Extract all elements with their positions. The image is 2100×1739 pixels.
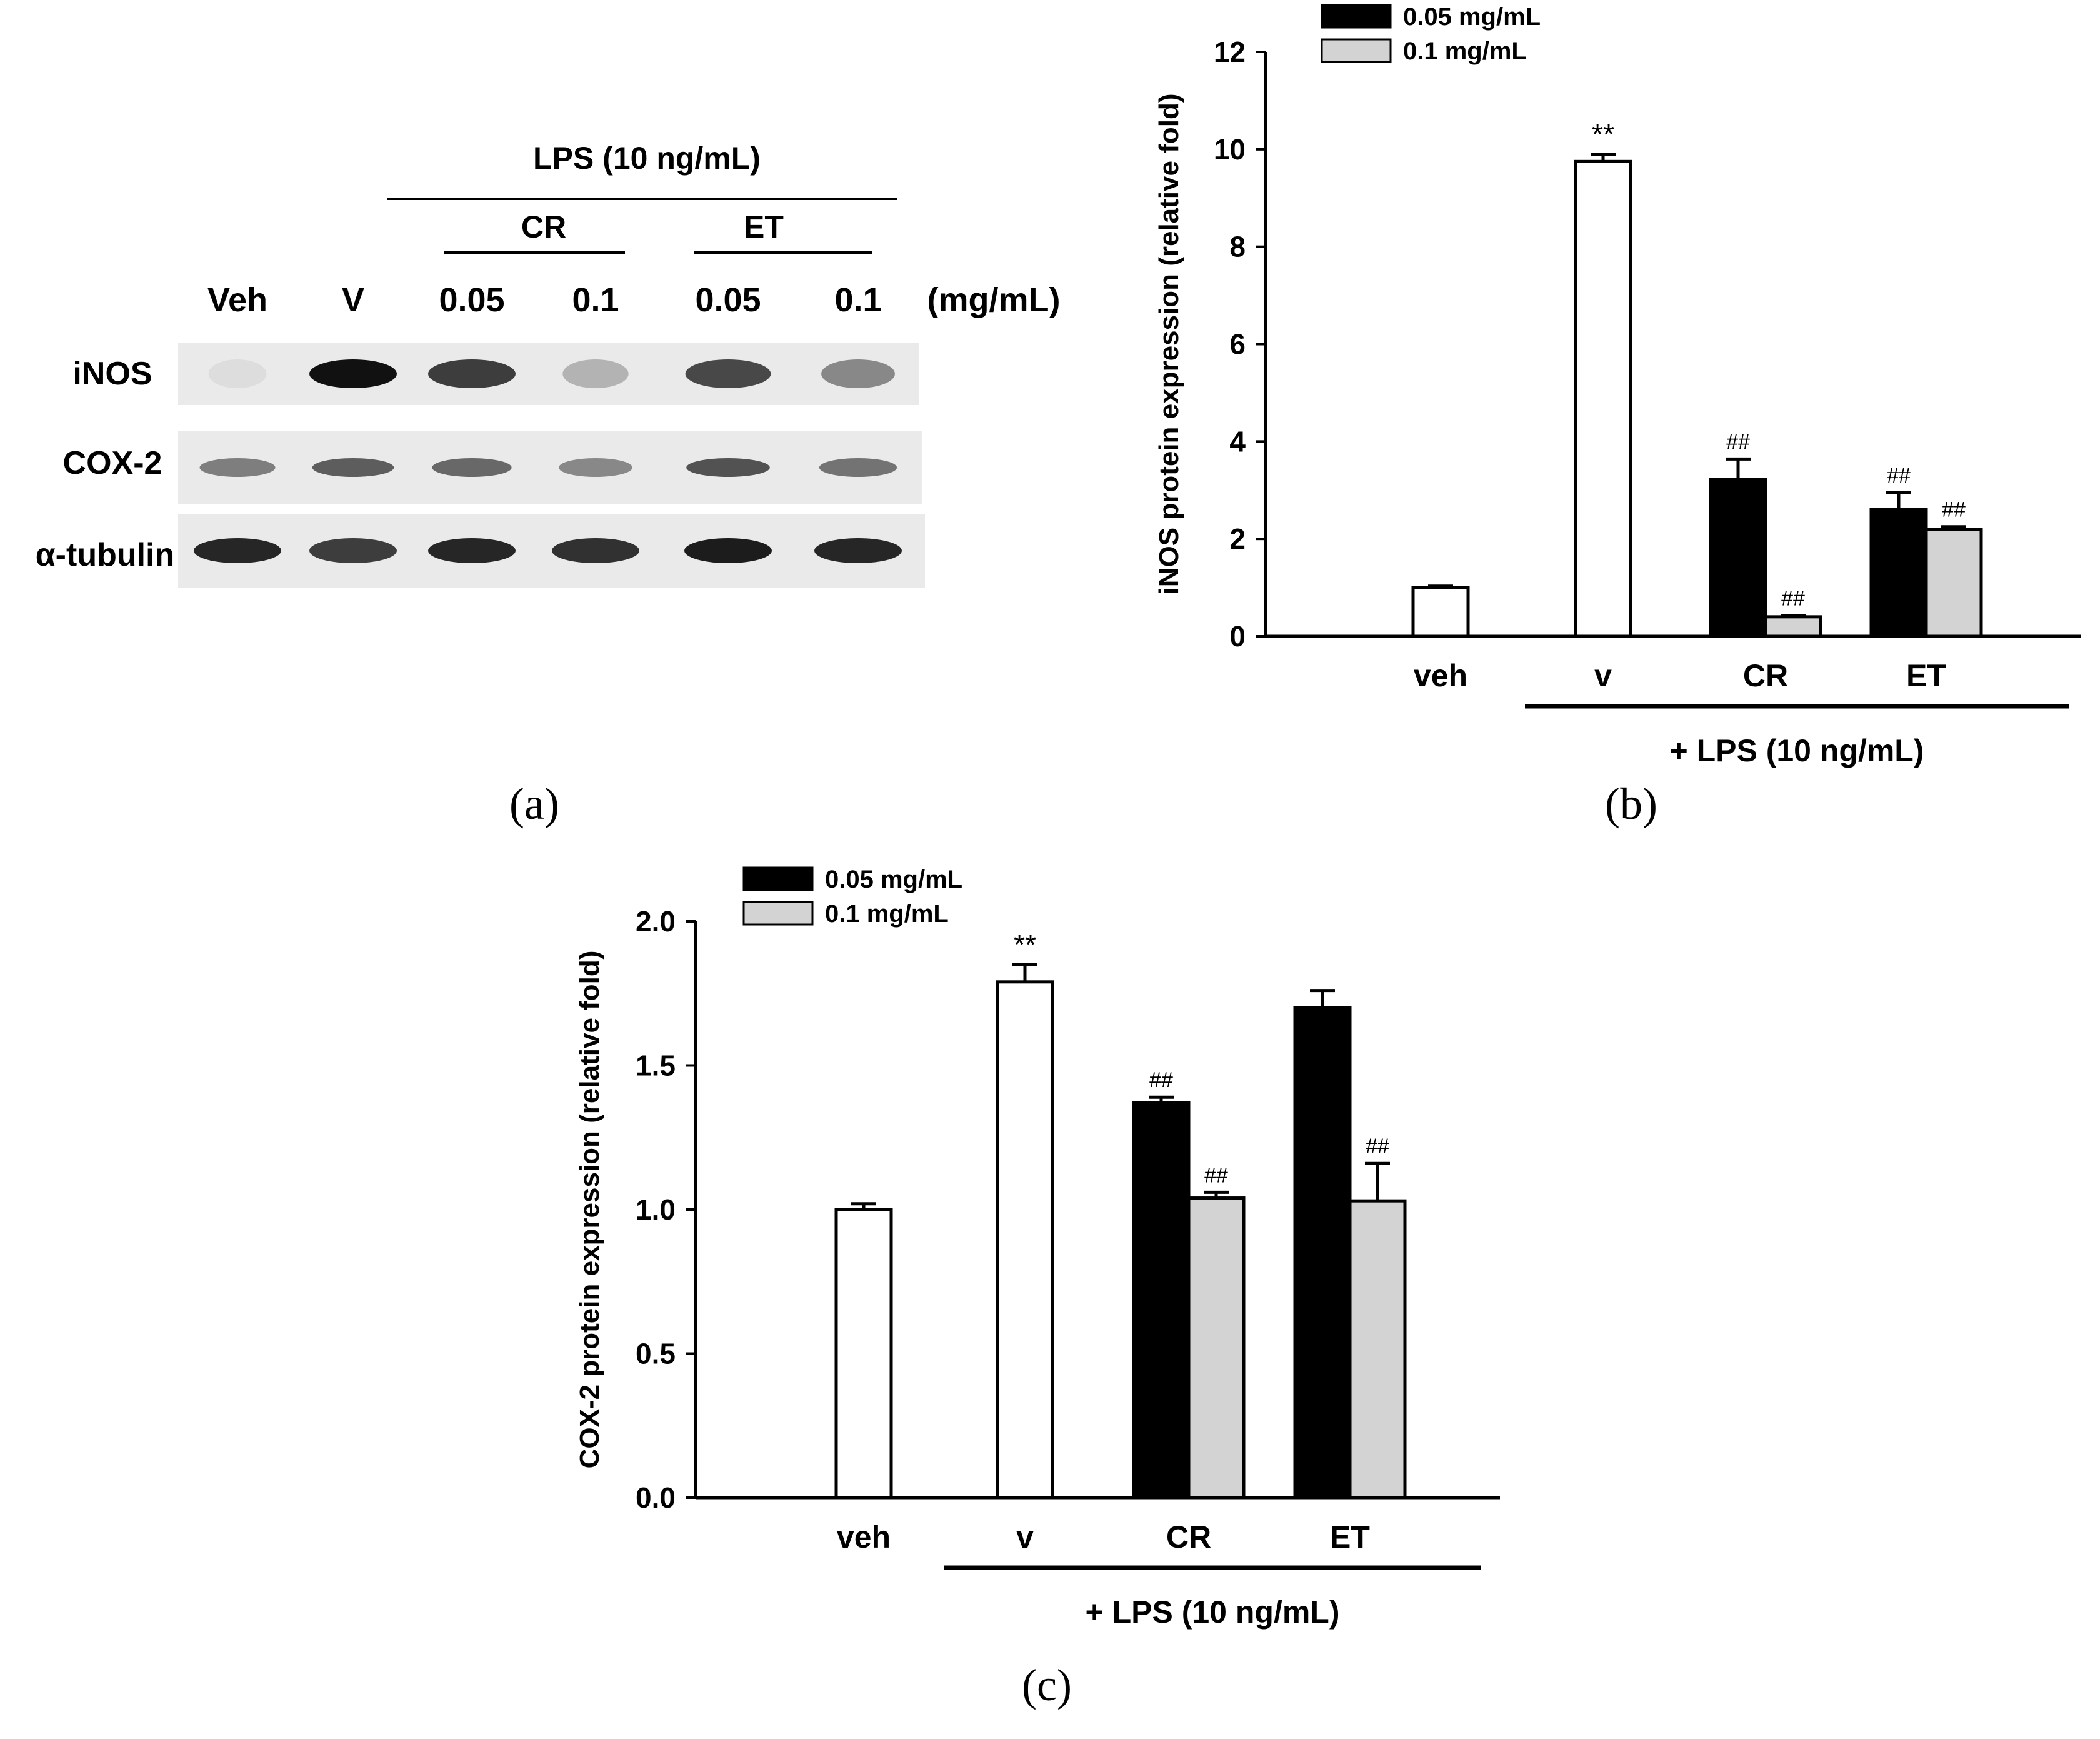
- blot-band: [199, 458, 276, 477]
- y-tick-label: 0.0: [636, 1481, 676, 1514]
- legend-label: 0.05 mg/mL: [825, 866, 962, 893]
- blot-strip: [178, 343, 919, 405]
- blot-band: [814, 538, 902, 563]
- blot-strip: [178, 514, 925, 588]
- blot-group-et-label: ET: [744, 209, 784, 244]
- blot-band: [559, 458, 632, 477]
- significance-marker: ##: [1204, 1163, 1228, 1187]
- y-tick-label: 1.0: [636, 1193, 676, 1226]
- significance-marker: ##: [1942, 498, 1966, 522]
- significance-marker: **: [1014, 928, 1036, 961]
- legend-swatch: [742, 901, 814, 926]
- panel-label-b: (b): [1605, 779, 1658, 829]
- blot-band: [821, 359, 895, 388]
- y-tick-label: 0: [1229, 620, 1246, 653]
- legend-swatch: [1321, 4, 1392, 29]
- legend-label: 0.1 mg/mL: [825, 900, 949, 928]
- bar: [1187, 1196, 1246, 1500]
- y-tick-label: 2: [1229, 523, 1246, 555]
- bar: [1293, 1006, 1352, 1500]
- y-tick-label: 12: [1214, 36, 1246, 68]
- significance-marker: **: [1592, 118, 1614, 151]
- significance-marker: ##: [1887, 464, 1911, 488]
- y-tick-label: 1.5: [636, 1050, 676, 1082]
- blot-row-label-cox2: COX-2: [63, 445, 162, 481]
- blot-group-cr-label: CR: [521, 209, 566, 244]
- panel-label-a: (a): [509, 779, 559, 829]
- x-tick-label: CR: [1166, 1520, 1211, 1555]
- bar: [1764, 615, 1822, 638]
- blot-band: [552, 538, 639, 563]
- bar: [1411, 586, 1470, 638]
- group-label: + LPS (10 ng/mL): [1669, 733, 1924, 768]
- legend-label: 0.05 mg/mL: [1403, 3, 1541, 31]
- significance-marker: ##: [1726, 430, 1750, 454]
- legend-label: 0.1 mg/mL: [1403, 38, 1527, 65]
- bar: [834, 1208, 893, 1500]
- x-tick-label: ET: [1330, 1520, 1370, 1555]
- y-tick-label: 8: [1229, 231, 1246, 263]
- blot-band: [819, 458, 898, 477]
- blot-lane-label: V: [342, 281, 364, 319]
- x-tick-label: veh: [837, 1520, 891, 1555]
- legend-swatch: [742, 866, 814, 891]
- blot-band: [309, 359, 397, 388]
- significance-marker: ##: [1781, 586, 1805, 610]
- blot-lane-label: 0.1: [834, 281, 881, 319]
- blot-strips: [178, 343, 925, 588]
- cox2-bar-chart: 0.0 0.5 1.0 1.5 2.0 COX-2 protein expression …: [574, 866, 1500, 1710]
- y-tick-label: 0.5: [636, 1338, 676, 1370]
- y-tick-label: 10: [1214, 133, 1246, 166]
- bar: [996, 980, 1054, 1500]
- blot-band: [685, 359, 771, 388]
- blot-lane-label: 0.05: [439, 281, 504, 319]
- y-axis-label: iNOS protein expression (relative fold): [1154, 94, 1184, 595]
- blot-band: [194, 538, 281, 563]
- blot-band: [428, 359, 516, 388]
- y-axis-label: COX-2 protein expression (relative fold): [574, 951, 605, 1469]
- x-tick-label: v: [1016, 1520, 1034, 1555]
- y-tick-label: 6: [1229, 328, 1246, 361]
- blot-row-label-inos: iNOS: [72, 356, 152, 392]
- blot-band: [428, 538, 516, 563]
- blot-band: [562, 359, 629, 388]
- blot-band: [686, 458, 770, 477]
- blot-lps-label: LPS (10 ng/mL): [533, 141, 761, 176]
- blot-row-label-tubulin: α-tubulin: [36, 537, 175, 573]
- blot-lane-label: 0.05: [695, 281, 761, 319]
- blot-band: [684, 538, 772, 563]
- panel-label-c: (c): [1022, 1660, 1072, 1710]
- bar: [1574, 159, 1632, 638]
- blot-band: [309, 538, 397, 563]
- significance-marker: ##: [1366, 1135, 1389, 1158]
- blot-lane-label: Veh: [208, 281, 268, 319]
- x-tick-label: ET: [1906, 658, 1946, 693]
- x-tick-label: veh: [1414, 658, 1468, 693]
- significance-marker: ##: [1149, 1068, 1173, 1092]
- bar: [1348, 1199, 1407, 1500]
- bar: [1924, 528, 1983, 638]
- y-tick-label: 4: [1229, 425, 1246, 458]
- blot-band: [432, 458, 512, 477]
- western-blot-panel: LPS (10 ng/mL) CR ET Veh V 0.05 0.1 0.05…: [36, 141, 1061, 829]
- group-label: + LPS (10 ng/mL): [1085, 1595, 1339, 1630]
- bar: [1869, 508, 1928, 638]
- blot-band: [208, 359, 267, 388]
- x-tick-label: CR: [1743, 658, 1788, 693]
- legend-swatch: [1321, 38, 1392, 63]
- x-tick-label: v: [1594, 658, 1612, 693]
- blot-lane-label: 0.1: [572, 281, 619, 319]
- bar: [1709, 478, 1768, 638]
- bar: [1132, 1101, 1191, 1500]
- y-tick-label: 2.0: [636, 905, 676, 938]
- blot-unit-label: (mg/mL): [928, 281, 1061, 319]
- inos-bar-chart: 0 2 4 6 8 10 12 iNOS protein expression (relati…: [1154, 3, 2081, 829]
- blot-band: [312, 458, 394, 477]
- blot-strip: [178, 431, 922, 504]
